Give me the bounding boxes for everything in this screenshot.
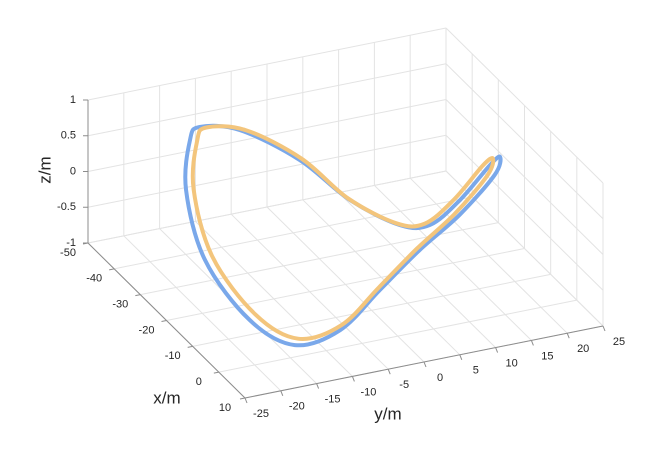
y-tick xyxy=(351,376,355,382)
y-tick xyxy=(244,397,248,404)
y-tick-label: -25 xyxy=(253,408,269,420)
grid-line xyxy=(409,177,568,334)
trajectory xyxy=(190,124,496,341)
y-tick xyxy=(316,383,320,389)
x-tick xyxy=(213,371,219,374)
y-tick-label: 0 xyxy=(437,372,443,384)
y-tick xyxy=(459,354,463,360)
y-tick-label: 10 xyxy=(505,358,517,370)
grid-line xyxy=(87,63,447,137)
y-axis-label: y/m xyxy=(374,404,401,423)
y-tick-label: 25 xyxy=(613,336,625,348)
y-tick-label: -5 xyxy=(399,379,409,391)
y-tick-label: -20 xyxy=(289,401,305,413)
x-tick xyxy=(135,294,141,297)
x-tick-label: -40 xyxy=(86,273,102,285)
grid-line xyxy=(302,199,461,356)
grid-line xyxy=(87,27,447,101)
y-tick-label: 15 xyxy=(541,350,553,362)
x-axis-label: x/m xyxy=(153,388,180,407)
z-tick-label: 1 xyxy=(70,94,76,106)
grid-line xyxy=(445,99,604,255)
x-tick-label: -20 xyxy=(139,324,155,336)
y-tick-label: 5 xyxy=(473,365,479,377)
y-tick-label: -15 xyxy=(325,394,341,406)
grid-line xyxy=(87,170,447,244)
grid-line xyxy=(445,27,604,184)
y-tick-label: 20 xyxy=(577,343,589,355)
y-tick xyxy=(495,347,499,353)
x-tick-label: -50 xyxy=(60,247,76,259)
x-tick-label: 0 xyxy=(196,376,202,388)
y-tick xyxy=(423,361,427,368)
z-tick-label: 0.5 xyxy=(61,130,76,142)
y-tick xyxy=(280,390,284,396)
grid-line xyxy=(123,235,282,392)
y-tick xyxy=(602,325,606,332)
x-tick xyxy=(239,397,246,400)
x-tick xyxy=(161,320,167,322)
grid-line xyxy=(374,185,532,341)
x-tick-label: -30 xyxy=(112,299,128,311)
z-tick-label: -1 xyxy=(66,237,76,249)
grid-line xyxy=(230,213,389,370)
y-tick xyxy=(530,340,534,346)
x-tick-label: 10 xyxy=(219,402,231,414)
x-tick xyxy=(187,345,193,348)
z-tick-label: -0.5 xyxy=(57,201,76,213)
grid-line xyxy=(445,63,604,220)
grid-line xyxy=(338,192,496,348)
grid-line xyxy=(87,134,447,208)
z-tick-label: 0 xyxy=(70,165,76,177)
x-tick xyxy=(109,268,115,271)
trajectory xyxy=(183,123,503,348)
x-tick-label: -10 xyxy=(165,350,181,362)
grid-line xyxy=(445,134,604,291)
z-axis-label: z/m xyxy=(35,156,54,183)
y-tick xyxy=(566,333,570,339)
y-tick xyxy=(387,369,391,375)
grid-line xyxy=(87,99,447,172)
y-tick-label: -10 xyxy=(360,386,376,398)
grid-line xyxy=(266,206,425,363)
grid-line xyxy=(195,221,353,377)
